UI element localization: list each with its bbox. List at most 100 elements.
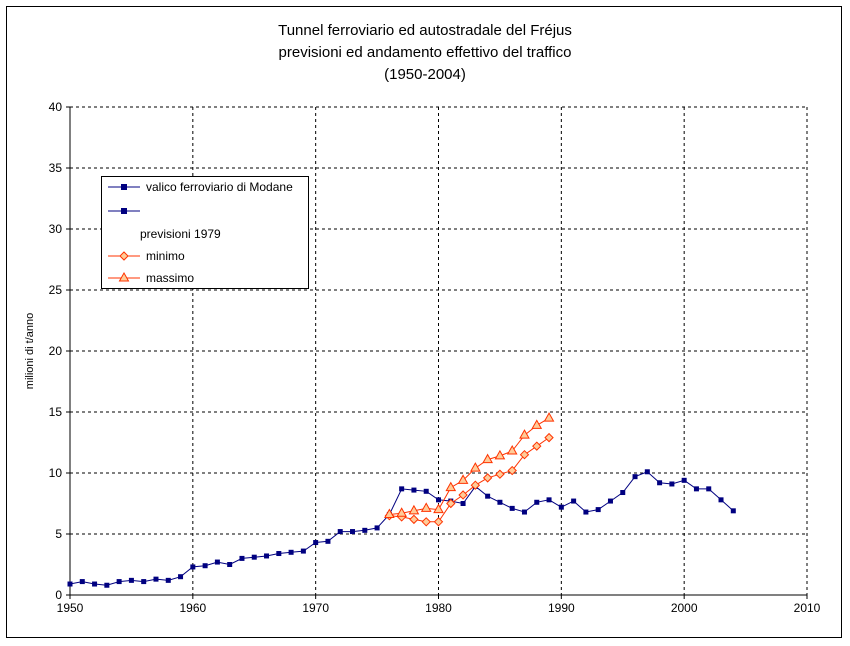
y-tick-label: 30 — [49, 222, 63, 236]
data-point-diamond — [507, 465, 517, 476]
legend-symbol-square-navy — [108, 184, 140, 190]
data-point-square — [202, 563, 208, 569]
data-point-square — [632, 474, 638, 480]
x-tick-label: 1950 — [57, 601, 84, 615]
data-point-square — [165, 577, 171, 583]
legend-item-modane: valico ferroviario di Modane — [108, 179, 293, 195]
data-point-triangle — [445, 481, 457, 492]
data-point-triangle — [482, 453, 493, 464]
data-point-square — [178, 574, 184, 580]
data-point-diamond — [495, 469, 505, 479]
data-point-square — [669, 481, 675, 487]
data-point-square — [288, 549, 294, 555]
data-point-square — [325, 538, 331, 544]
data-point-triangle — [494, 449, 506, 460]
data-point-square — [214, 559, 220, 565]
data-point-square — [693, 486, 699, 492]
y-tick-label: 10 — [49, 466, 63, 480]
chart-title-line-2: previsioni ed andamento effettivo del tr… — [278, 44, 572, 61]
x-tick-label: 2000 — [671, 601, 698, 615]
data-point-diamond — [458, 490, 468, 500]
data-point-square — [436, 497, 441, 503]
data-point-square — [190, 564, 196, 570]
data-point-diamond — [470, 480, 481, 490]
data-point-square — [460, 501, 466, 506]
y-tick-label: 15 — [49, 405, 63, 419]
data-point-square — [657, 480, 663, 486]
legend-symbol-triangle — [108, 271, 140, 282]
chart-title-line-1: Tunnel ferroviario ed autostradale del F… — [278, 22, 572, 39]
y-tick-label: 35 — [49, 161, 63, 175]
data-point-square — [92, 581, 98, 587]
data-point-square — [485, 493, 491, 499]
data-point-square — [116, 579, 122, 585]
data-point-square — [300, 548, 306, 554]
y-tick-label: 5 — [55, 527, 62, 541]
data-point-diamond — [532, 441, 542, 451]
data-point-square — [718, 497, 724, 503]
data-point-square — [79, 579, 85, 585]
data-point-square — [362, 527, 368, 533]
data-point-square — [374, 525, 380, 531]
data-point-diamond — [446, 498, 456, 509]
data-point-triangle — [506, 445, 518, 455]
legend-item-unnamed — [108, 203, 146, 219]
y-axis-label: milioni di t/anno — [24, 313, 36, 389]
chart-legend: valico ferroviario di Modane previsioni … — [101, 176, 309, 289]
data-point-square — [128, 577, 134, 583]
data-point-diamond — [519, 449, 530, 460]
chart-title-line-3: (1950-2004) — [384, 66, 466, 83]
y-tick-label: 25 — [49, 283, 63, 297]
data-point-square — [251, 554, 257, 560]
data-point-square — [227, 562, 233, 567]
data-point-square — [571, 498, 577, 504]
data-point-diamond — [544, 432, 554, 443]
data-point-square — [583, 509, 589, 515]
data-point-square — [644, 469, 650, 475]
x-tick-label: 1960 — [179, 601, 206, 615]
data-point-diamond — [433, 517, 444, 527]
data-point-square — [497, 499, 503, 505]
data-point-square — [595, 507, 601, 513]
data-point-square — [337, 529, 343, 535]
data-point-square — [239, 555, 245, 561]
data-point-square — [423, 488, 429, 494]
legend-item-massimo: massimo — [108, 270, 194, 286]
y-tick-label: 20 — [49, 344, 63, 358]
x-tick-label: 2010 — [794, 601, 821, 615]
data-point-square — [350, 529, 356, 535]
y-tick-label: 0 — [55, 588, 62, 602]
data-point-triangle — [457, 474, 469, 484]
data-point-triangle — [384, 508, 395, 518]
legend-label-minimo: minimo — [146, 249, 185, 263]
data-point-square — [534, 499, 540, 505]
data-point-square — [509, 505, 515, 511]
data-point-square — [141, 579, 147, 585]
data-point-triangle — [531, 419, 543, 429]
legend-item-minimo: minimo — [108, 248, 185, 264]
data-point-square — [104, 582, 110, 588]
x-tick-label: 1990 — [548, 601, 575, 615]
legend-symbol-diamond — [108, 251, 140, 261]
data-point-square — [730, 508, 736, 514]
y-tick-label: 40 — [49, 100, 63, 114]
data-point-square — [546, 497, 552, 503]
x-tick-label: 1980 — [425, 601, 452, 615]
legend-label-previsioni: previsioni 1979 — [140, 227, 221, 241]
data-point-triangle — [519, 429, 530, 439]
data-point-triangle — [543, 412, 555, 422]
legend-symbol-square-navy-2 — [108, 208, 140, 214]
data-point-diamond — [421, 517, 431, 527]
data-point-square — [521, 509, 527, 515]
data-point-square — [313, 540, 319, 546]
data-point-square — [264, 553, 270, 559]
data-point-square — [411, 487, 417, 493]
data-point-triangle — [433, 503, 444, 514]
chart-title: Tunnel ferroviario ed autostradale del F… — [0, 20, 850, 86]
data-point-diamond — [409, 514, 419, 525]
data-point-square — [706, 486, 712, 492]
data-point-square — [399, 486, 405, 492]
data-point-square — [558, 504, 564, 510]
data-point-diamond — [482, 473, 493, 483]
